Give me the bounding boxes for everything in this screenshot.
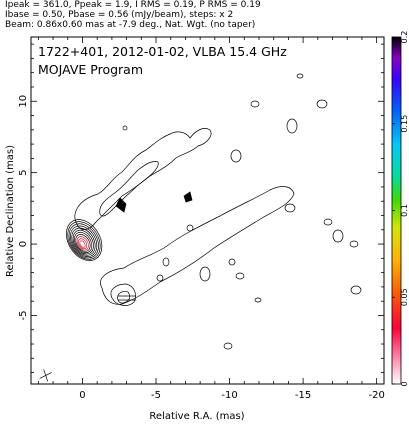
y-axis-label: Relative Declination (mas) xyxy=(5,145,16,277)
noise-contour xyxy=(186,224,194,232)
jet-lower-contour xyxy=(100,186,295,305)
noise-contour xyxy=(162,257,170,267)
tick-group xyxy=(31,37,384,384)
colorbar-tick-label: 0.2 xyxy=(400,31,409,44)
noise-contour xyxy=(286,118,298,134)
core-contour xyxy=(68,223,99,259)
header-line-peak: Ipeak = 361.0, Ppeak = 1.9, I RMS = 0.19… xyxy=(5,0,261,10)
core-contour xyxy=(72,229,94,255)
beam-marker xyxy=(43,369,49,382)
y-tick-label: 5 xyxy=(18,169,29,175)
noise-contour xyxy=(254,297,262,303)
chart-subtitle: MOJAVE Program xyxy=(38,62,143,77)
core-contour xyxy=(79,240,86,248)
noise-contour xyxy=(122,125,128,131)
x-tick-label: -20 xyxy=(368,390,384,401)
noise-contour xyxy=(228,258,236,266)
noise-contour xyxy=(230,149,242,163)
noise-contour xyxy=(332,229,344,243)
noise-contour xyxy=(223,342,233,350)
core-contour xyxy=(76,236,89,251)
colorbar-tick-label: 0.05 xyxy=(400,288,409,306)
noise-contour xyxy=(156,274,164,282)
colorbar-tick-label: 0 xyxy=(400,381,409,386)
noise-contour xyxy=(296,73,304,79)
noise-contour xyxy=(199,266,211,282)
core-contour xyxy=(71,227,96,256)
core-contour xyxy=(66,219,103,261)
jet-knot xyxy=(115,197,127,213)
y-tick-label: 0 xyxy=(18,241,29,247)
header-line-base: Ibase = 0.50, Pbase = 0.56 (mJy/beam), s… xyxy=(5,10,234,20)
y-tick-label: 10 xyxy=(18,95,29,108)
chart-title: 1722+401, 2012-01-02, VLBA 15.4 GHz xyxy=(38,44,287,59)
noise-contour xyxy=(250,100,260,108)
jet-lower-knot-contour xyxy=(110,283,136,306)
contour-group xyxy=(39,73,362,382)
colorbar-tick-group: 0 0.05 0.1 0.15 0.2 xyxy=(392,31,409,387)
y-tick-label: -5 xyxy=(18,310,29,320)
image-header: Ipeak = 361.0, Ppeak = 1.9, I RMS = 0.19… xyxy=(5,0,405,30)
noise-contour xyxy=(284,203,296,213)
core-contour xyxy=(74,231,93,253)
jet-lower-knot-inner-contour xyxy=(117,291,131,304)
x-tick-label: -10 xyxy=(221,390,237,401)
jet-upper-contour xyxy=(74,128,212,230)
x-tick-label: 0 xyxy=(79,390,85,401)
core-contour xyxy=(78,238,88,250)
jet-upper-inner-contour xyxy=(99,161,159,217)
noise-contour xyxy=(350,285,362,295)
noise-contour xyxy=(349,240,359,248)
noise-contour xyxy=(323,218,333,226)
header-line-beam: Beam: 0.86x0.60 mas at -7.9 deg., Nat. W… xyxy=(5,20,256,30)
x-axis-label: Relative R.A. (mas) xyxy=(149,411,244,422)
plot-frame xyxy=(30,36,385,385)
colorbar-tick-label: 0.15 xyxy=(400,115,409,133)
noise-contour xyxy=(235,272,245,280)
core-contour xyxy=(67,221,101,260)
jet-knot-far xyxy=(183,191,193,203)
noise-contour xyxy=(316,99,328,109)
colorbar-tick-label: 0.1 xyxy=(400,204,409,217)
core-contour xyxy=(75,234,91,252)
core-contour xyxy=(70,225,98,257)
x-tick-label: -5 xyxy=(151,390,161,401)
x-tick-label: -15 xyxy=(295,390,311,401)
